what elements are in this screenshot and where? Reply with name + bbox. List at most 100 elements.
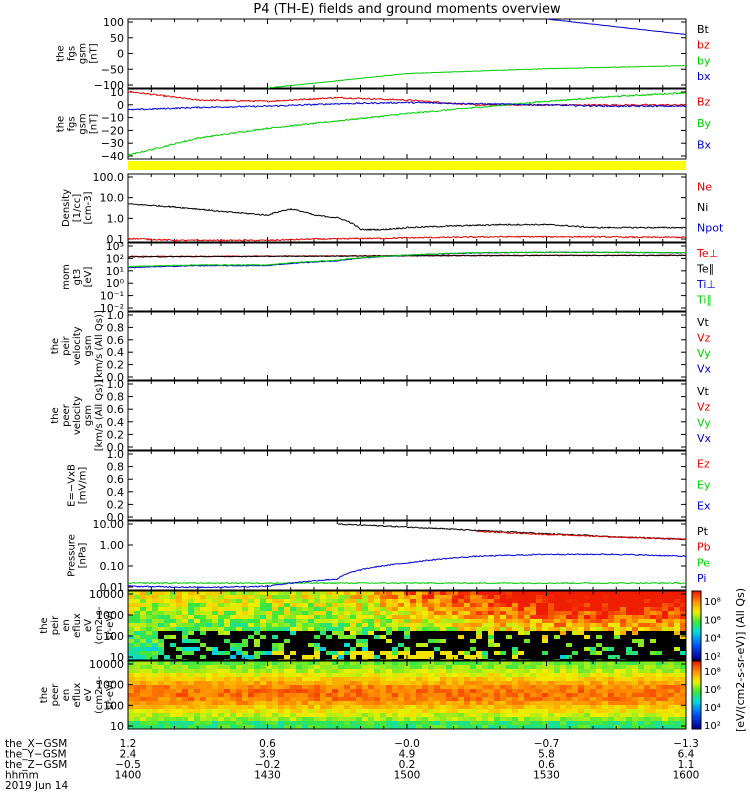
spectrogram-cell (296, 705, 302, 709)
spectrogram-cell (224, 701, 230, 705)
spectrogram-cell (392, 721, 398, 725)
spectrogram-cell (272, 673, 278, 677)
spectrogram-cell (434, 643, 440, 647)
spectrogram-cell (128, 693, 134, 697)
spectrogram-cell (668, 677, 674, 681)
y-tick-label: 100 (103, 630, 124, 643)
spectrogram-cell (518, 599, 524, 603)
spectrogram-cell (512, 639, 518, 643)
spectrogram-cell (410, 623, 416, 627)
spectrogram-cell (134, 599, 140, 603)
spectrogram-cell (212, 725, 218, 729)
spectrogram-cell (410, 693, 416, 697)
spectrogram-cell (278, 595, 284, 599)
spectrogram-cell (428, 603, 434, 607)
spectrogram-cell (212, 591, 218, 595)
spectrogram-cell (242, 651, 248, 655)
y-tick-label: 10000 (89, 658, 124, 671)
spectrogram-cell (398, 607, 404, 611)
legend-bz: bz (697, 39, 710, 52)
spectrogram-cell (596, 639, 602, 643)
spectrogram-cell (602, 623, 608, 627)
spectrogram-cell (596, 615, 602, 619)
y-tick-label: 0.2 (107, 428, 125, 441)
spectrogram-cell (602, 701, 608, 705)
spectrogram-cell (674, 631, 680, 635)
spectrogram-cell (398, 639, 404, 643)
spectrogram-cell (470, 665, 476, 669)
spectrogram-cell (524, 611, 530, 615)
spectrogram-cell (446, 685, 452, 689)
colorbar-segment (692, 726, 701, 730)
spectrogram-cell (374, 701, 380, 705)
spectrogram-cell (554, 677, 560, 681)
spectrogram-cell (308, 705, 314, 709)
spectrogram-cell (362, 697, 368, 701)
spectrogram-cell (680, 705, 686, 709)
spectrogram-cell (410, 611, 416, 615)
spectrogram-cell (152, 643, 158, 647)
spectrogram-cell (518, 689, 524, 693)
spectrogram-cell (524, 619, 530, 623)
spectrogram-cell (182, 685, 188, 689)
spectrogram-cell (572, 615, 578, 619)
spectrogram-cell (128, 599, 134, 603)
spectrogram-cell (284, 651, 290, 655)
spectrogram-cell (494, 725, 500, 729)
spectrogram-cell (410, 709, 416, 713)
spectrogram-cell (488, 669, 494, 673)
spectrogram-cell (302, 623, 308, 627)
spectrogram-cell (410, 631, 416, 635)
spectrogram-cell (140, 689, 146, 693)
spectrogram-cell (302, 639, 308, 643)
spectrogram-cell (248, 661, 254, 665)
spectrogram-cell (524, 631, 530, 635)
spectrogram-cell (560, 647, 566, 651)
spectrogram-cell (272, 591, 278, 595)
spectrogram-cell (290, 701, 296, 705)
spectrogram-cell (572, 623, 578, 627)
spectrogram-cell (392, 701, 398, 705)
spectrogram-cell (620, 599, 626, 603)
colorbar-segment (692, 616, 701, 620)
spectrogram-cell (344, 709, 350, 713)
spectrogram-cell (260, 591, 266, 595)
spectrogram-cell (392, 623, 398, 627)
spectrogram-cell (422, 689, 428, 693)
spectrogram-cell (200, 615, 206, 619)
spectrogram-cell (620, 623, 626, 627)
spectrogram-cell (446, 701, 452, 705)
spectrogram-cell (176, 725, 182, 729)
spectrogram-cell (548, 635, 554, 639)
spectrogram-cell (266, 717, 272, 721)
spectrogram-cell (584, 677, 590, 681)
spectrogram-cell (620, 673, 626, 677)
spectrogram-cell (326, 685, 332, 689)
spectrogram-cell (236, 655, 242, 659)
spectrogram-cell (602, 599, 608, 603)
spectrogram-cell (668, 651, 674, 655)
spectrogram-cell (296, 631, 302, 635)
spectrogram-cell (314, 725, 320, 729)
spectrogram-cell (428, 655, 434, 659)
spectrogram-cell (632, 603, 638, 607)
spectrogram-cell (278, 607, 284, 611)
spectrogram-cell (542, 595, 548, 599)
spectrogram-cell (602, 611, 608, 615)
spectrogram-cell (386, 595, 392, 599)
spectrogram-cell (152, 619, 158, 623)
spectrogram-cell (260, 631, 266, 635)
spectrogram-cell (350, 607, 356, 611)
spectrogram-cell (410, 701, 416, 705)
spectrogram-cell (386, 697, 392, 701)
spectrogram-cell (152, 705, 158, 709)
spectrogram-cell (536, 693, 542, 697)
spectrogram-cell (344, 725, 350, 729)
spectrogram-cell (380, 611, 386, 615)
spectrogram-cell (326, 697, 332, 701)
spectrogram-cell (314, 665, 320, 669)
spectrogram-cell (602, 643, 608, 647)
spectrogram-cell (500, 647, 506, 651)
spectrogram-cell (662, 713, 668, 717)
spectrogram-cell (530, 615, 536, 619)
